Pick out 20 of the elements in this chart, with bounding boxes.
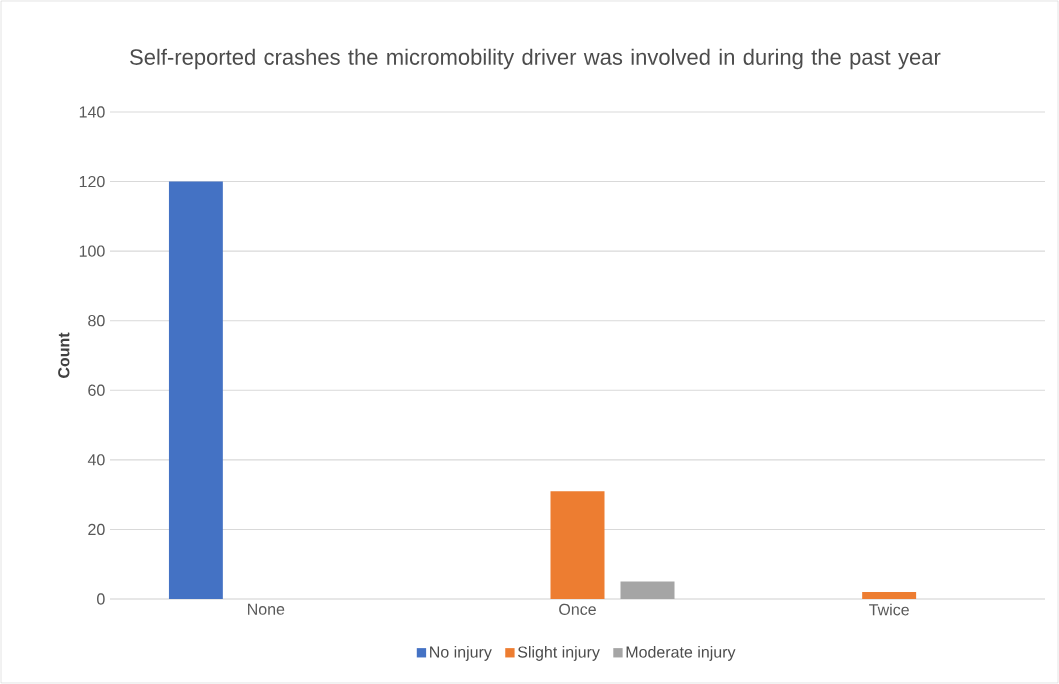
y-axis-title: Count	[58, 332, 70, 378]
y-tick-label: 140	[79, 106, 105, 118]
legend-label: Slight injury	[517, 645, 600, 661]
y-tick-label: 20	[88, 523, 105, 536]
y-tick-label: 100	[79, 245, 105, 257]
legend-label: No injury	[430, 645, 492, 661]
x-tick-label: Twice	[869, 603, 909, 616]
y-tick-label: 80	[88, 315, 105, 327]
bar	[862, 592, 917, 599]
x-tick-label: None	[248, 603, 285, 615]
y-tick-label: 40	[87, 454, 105, 466]
chart-title: Self-reported crashes the micromobility driver was involved in during the past year	[130, 48, 941, 70]
y-tick-label: 60	[88, 384, 105, 396]
y-tick-label: 0	[97, 593, 105, 605]
x-tick-label: Once	[559, 603, 596, 616]
y-tick-label: 120	[79, 175, 105, 188]
legend-label: Moderate injury	[626, 645, 736, 661]
bar	[550, 491, 605, 599]
bar	[620, 581, 675, 599]
bar	[168, 181, 223, 599]
